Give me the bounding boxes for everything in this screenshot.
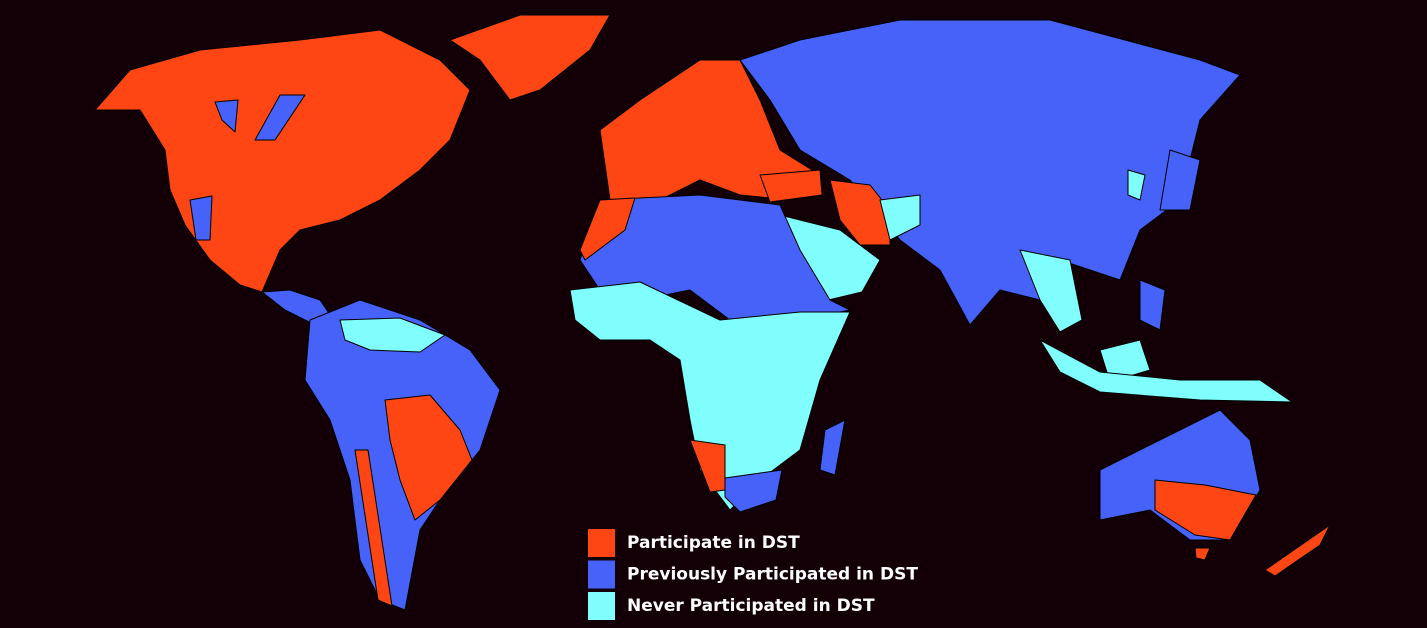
regions <box>94 14 1331 611</box>
south-africa <box>724 469 783 513</box>
madagascar <box>819 419 846 476</box>
legend-label: Participate in DST <box>627 533 800 553</box>
brazil-south <box>384 394 473 521</box>
new-zealand <box>1264 524 1331 577</box>
canada-saskatchewan <box>214 99 239 133</box>
legend-label: Previously Participated in DST <box>627 565 918 585</box>
arizona <box>189 195 213 241</box>
japan <box>1159 149 1201 211</box>
southeast-asia <box>1019 249 1083 333</box>
legend-swatch <box>588 560 615 589</box>
tasmania <box>1194 547 1211 561</box>
southeast-australia <box>1154 479 1257 541</box>
legend-swatch <box>588 529 615 557</box>
legend: Participate in DST Previously Participate… <box>588 529 918 620</box>
afghanistan <box>879 194 921 241</box>
turkey <box>759 169 823 203</box>
morocco <box>579 197 636 261</box>
indonesia <box>1039 339 1293 403</box>
greenland <box>449 14 611 101</box>
canada-region <box>254 94 306 141</box>
borneo <box>1099 339 1151 383</box>
iran <box>829 179 891 246</box>
philippines <box>1139 279 1166 331</box>
legend-swatch <box>588 592 615 620</box>
korea <box>1127 169 1146 201</box>
legend-label: Never Participated in DST <box>627 596 875 616</box>
northern-south-america <box>339 317 446 353</box>
chile <box>354 449 393 607</box>
north-america <box>94 29 471 293</box>
